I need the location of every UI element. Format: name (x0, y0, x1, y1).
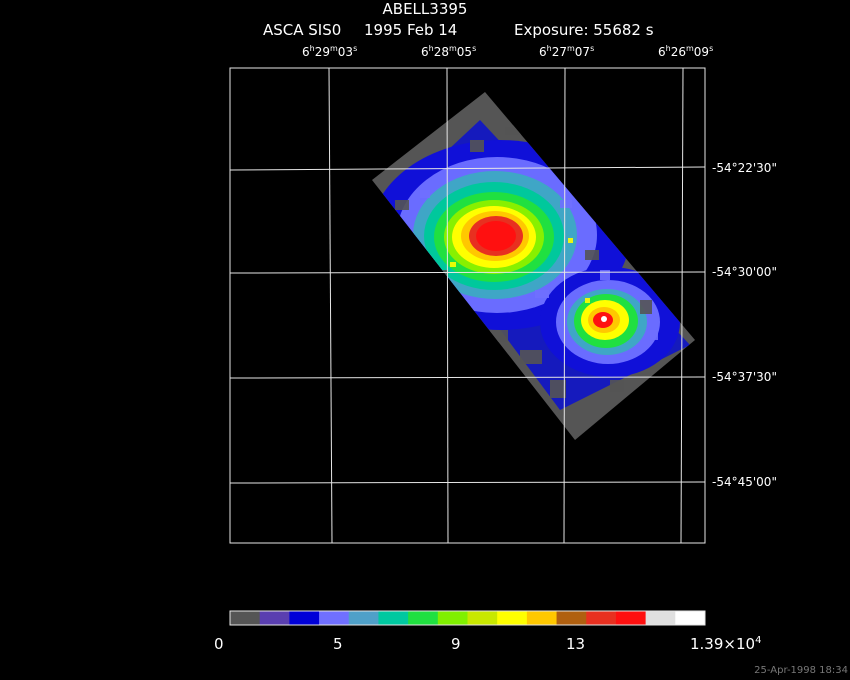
colorbar-swatch (437, 611, 468, 625)
coordinate-grid (229, 67, 706, 544)
exposure-label: Exposure: 55682 s (514, 21, 654, 39)
colorbar-swatch (556, 611, 587, 625)
colorbar-border (229, 610, 706, 626)
ra-label-3: 6h27m07s (539, 44, 595, 60)
colorbar-swatch (319, 611, 350, 625)
colorbar-swatch (526, 611, 558, 625)
colorbar-swatch (645, 611, 676, 625)
detector-field (372, 92, 695, 440)
colorbar-swatch (230, 611, 261, 625)
colorbar-swatch (497, 611, 528, 625)
colorbar-tick-5: 5 (333, 635, 343, 653)
dec-label-4: -54°45'00" (712, 475, 777, 489)
colorbar-swatch (348, 611, 379, 625)
observation-date: 1995 Feb 14 (364, 21, 458, 39)
colorbar-tick-max: 1.39×104 (690, 635, 762, 653)
colorbar (229, 610, 706, 626)
colorbar-swatch (675, 611, 706, 625)
dec-label-2: -54°30'00" (712, 265, 777, 279)
colorbar-swatch (586, 611, 617, 625)
colorbar-swatch (467, 611, 498, 625)
colorbar-swatch (615, 611, 647, 625)
colorbar-swatch (259, 611, 290, 625)
colorbar-tick-13: 13 (566, 635, 586, 653)
ra-label-4: 6h26m09s (658, 44, 714, 60)
image-title: ABELL3395 (382, 0, 468, 18)
dec-label-3: -54°37'30" (712, 370, 777, 384)
instrument-label: ASCA SIS0 (263, 21, 342, 39)
colorbar-swatch (408, 611, 439, 625)
colorbar-tick-9: 9 (451, 635, 461, 653)
timestamp-footer: 25-Apr-1998 18:34 (754, 665, 848, 676)
ra-label-1: 6h29m03s (302, 44, 358, 60)
colorbar-swatch (378, 611, 409, 625)
dec-label-1: -54°22'30" (712, 161, 777, 175)
colorbar-tick-0: 0 (214, 635, 224, 653)
colorbar-swatch (289, 611, 320, 625)
ra-label-2: 6h28m05s (421, 44, 477, 60)
